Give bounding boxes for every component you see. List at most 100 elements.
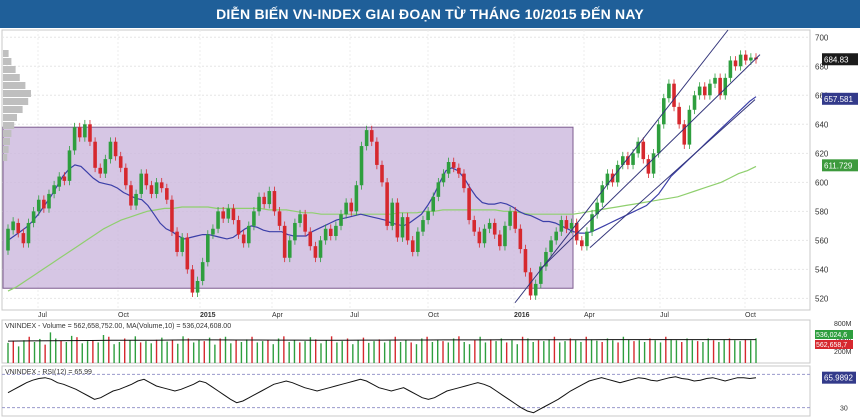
price-y-tick: 560 — [815, 236, 829, 245]
candle-body — [733, 60, 738, 67]
candle-body — [661, 98, 666, 125]
candle-body — [113, 141, 118, 157]
candle-body — [375, 141, 379, 165]
candle-body — [472, 220, 477, 232]
volume-profile-bar — [3, 106, 23, 113]
volume-badge-2-bg — [815, 340, 853, 349]
candle-body — [83, 124, 87, 138]
price-x-tick: Oct — [745, 312, 756, 319]
candle-body — [682, 124, 687, 145]
candle-body — [667, 83, 671, 99]
candle-body — [749, 57, 753, 61]
candle-body — [88, 124, 92, 142]
price-x-tick: Apr — [272, 312, 284, 319]
candle-body — [247, 225, 251, 244]
price-y-tick: 580 — [815, 207, 829, 216]
candle-body — [723, 77, 728, 96]
candle-body — [170, 199, 174, 232]
candle-body — [103, 159, 108, 174]
candle-body — [67, 150, 72, 181]
candle-body — [605, 173, 610, 186]
candle-body — [36, 199, 41, 212]
price-y-tick: 520 — [815, 294, 829, 303]
candle-body — [513, 211, 517, 229]
candle-body — [457, 167, 461, 174]
volume-profile-bar — [3, 154, 8, 161]
candle-body — [190, 269, 195, 293]
candle-body — [149, 185, 154, 194]
consolidation-box — [2, 126, 574, 289]
ma-fast-badge-bg — [822, 92, 858, 105]
candle-body — [508, 211, 512, 226]
candle-body — [339, 214, 343, 226]
candle-body — [226, 208, 231, 219]
rsi-label: VNINDEX - RSI(12) = 65.99 — [5, 369, 92, 376]
price-x-tick: Jul — [38, 312, 47, 319]
candle-body — [431, 196, 436, 212]
candle-body — [708, 83, 712, 96]
candle-body — [282, 225, 287, 258]
candle-body — [651, 153, 656, 174]
candle-body — [159, 182, 164, 189]
candle-body — [492, 222, 497, 235]
candle-body — [257, 196, 261, 212]
candle-body — [482, 228, 487, 244]
candle-body — [416, 231, 420, 252]
candle-body — [600, 185, 605, 203]
candle-body — [498, 234, 502, 247]
candle-body — [569, 222, 574, 229]
volume-profile-bar — [3, 122, 15, 129]
channel-lower-line — [589, 99, 756, 248]
candle-body — [11, 221, 15, 231]
price-panel: 520 540 560 580 600 620 640 660 680 700 Jul Oct 2015… — [1, 29, 858, 319]
chart-canvas: 520 540 560 580 600 620 640 660 680 700 Jul Oct 2015… — [1, 29, 858, 417]
candle-body — [72, 127, 77, 151]
candle-body — [641, 141, 646, 160]
candle-body — [334, 225, 338, 237]
candle-body — [574, 222, 579, 241]
candle-body — [62, 176, 67, 181]
rsi-y-tick: 30 — [840, 406, 848, 413]
candle-body — [580, 240, 584, 247]
candle-body — [477, 231, 482, 244]
price-x-tick: Jul — [660, 312, 669, 319]
candle-body — [318, 240, 323, 258]
price-x-tick: Apr — [584, 312, 596, 319]
candle-body — [180, 237, 184, 252]
ma-slow-badge: 611.729 — [824, 161, 853, 170]
candle-body — [672, 83, 676, 107]
candle-body — [185, 237, 190, 270]
candle-body — [487, 222, 492, 229]
volume-label: VNINDEX - Volume = 562,658,752.00, MA(Vo… — [5, 323, 231, 330]
candle-body — [47, 193, 51, 209]
candle-body — [134, 193, 138, 206]
candle-body — [544, 251, 548, 267]
volume-y-tick: 800M — [834, 321, 852, 328]
volume-ma-line — [7, 339, 756, 342]
price-x-tick: 2015 — [200, 312, 216, 319]
candle-body — [211, 228, 215, 235]
candle-body — [743, 54, 748, 61]
candle-body — [595, 202, 599, 215]
candle-body — [293, 222, 297, 241]
candle-body — [129, 185, 133, 206]
volume-profile-bar — [3, 66, 16, 73]
candle-body — [626, 156, 630, 165]
candle-body — [702, 86, 707, 96]
volume-profile-bar — [3, 146, 9, 153]
candle-body — [533, 283, 538, 296]
ma-slow-badge-bg — [822, 159, 858, 172]
candle-body — [303, 214, 307, 232]
candle-body — [359, 146, 364, 186]
volume-profile-bar — [3, 130, 12, 137]
candle-body — [405, 217, 410, 241]
candle-body — [154, 182, 159, 194]
price-y-tick: 640 — [815, 120, 829, 129]
price-x-tick: Oct — [118, 312, 129, 319]
volume-profile-bar — [3, 82, 26, 89]
candle-body — [462, 173, 466, 189]
candle-body — [446, 162, 451, 174]
candle-body — [410, 240, 415, 252]
candle-body — [441, 173, 446, 183]
volume-profile-bar — [3, 114, 17, 121]
